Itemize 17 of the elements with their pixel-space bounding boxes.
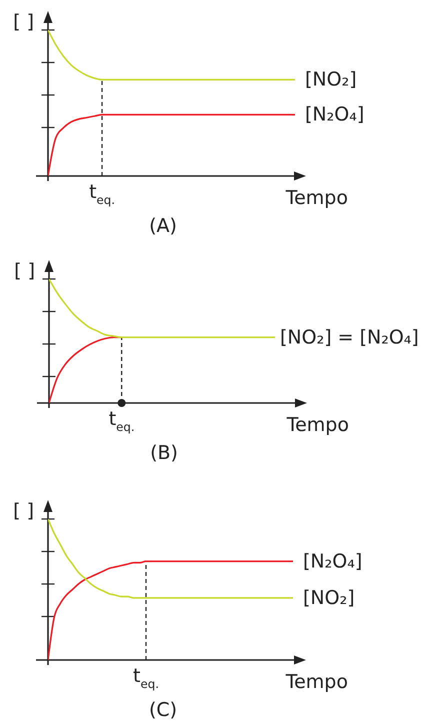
y-axis-title: [ ] (13, 500, 34, 522)
series-label: [N₂O₄] (305, 104, 364, 126)
text: [NO₂] = [N₂O₄] (280, 326, 419, 348)
text: (A) (149, 215, 177, 237)
text: t$_{eq.}$ (133, 665, 159, 692)
series-label: [NO₂] (303, 586, 355, 609)
text: (B) (150, 442, 178, 464)
x-axis-title: Tempo (284, 671, 348, 693)
y-axis-title: [ ] (14, 260, 35, 282)
x-axis-title: Tempo (284, 187, 348, 209)
text: t$_{eq.}$ (89, 181, 115, 208)
y-axis-title: [ ] (13, 11, 34, 33)
series-label: [N₂O₄] (303, 550, 362, 572)
x-axis-title: Tempo (286, 414, 349, 436)
series-label: [NO₂] (305, 68, 357, 91)
text: (C) (148, 699, 178, 721)
text: t$_{eq.}$ (108, 408, 135, 434)
